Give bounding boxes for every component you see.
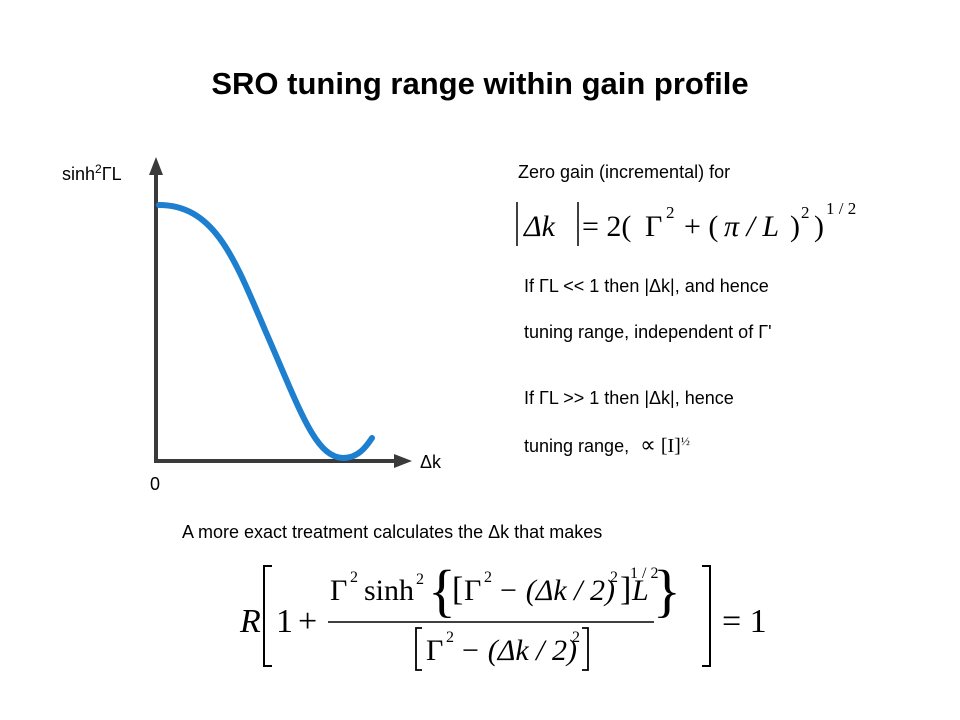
gain-profile-graph <box>149 157 412 468</box>
right-big-bracket <box>702 565 711 667</box>
eq1-gamma-sq: 2 <box>666 203 675 222</box>
num-half-exp: 1 / 2 <box>630 565 658 582</box>
num-sinh-sq: 2 <box>416 571 424 588</box>
note2-line2-text: tuning range, <box>524 436 630 456</box>
eq1-equals: = 2( <box>582 210 631 243</box>
left-curly-brace: { <box>428 558 456 623</box>
eq1-close-sq: 2 <box>801 203 810 222</box>
exact-equation: R 1 + Γ 2 sinh 2 { [ Γ 2 − (Δk / 2) 2 ] … <box>236 558 796 678</box>
num-inner-bracket-right: ] <box>620 571 631 608</box>
num-L: L <box>631 574 649 607</box>
zero-gain-equation: Δk = 2( Γ 2 + ( π / L ) 2 ) 1 / 2 <box>512 196 872 254</box>
eq1-close2: ) <box>814 210 824 243</box>
note1-line2: tuning range, independent of Γ' <box>524 322 772 342</box>
eq1-plus: + ( <box>684 210 718 243</box>
denom-bracket-right <box>582 627 589 671</box>
y-axis-label: sinh2ΓL <box>62 162 122 184</box>
eq1-lhs: Δk <box>523 210 556 243</box>
den-gamma-sq: 2 <box>446 629 454 646</box>
num-sinh: sinh <box>364 574 414 607</box>
exact-treatment-text: A more exact treatment calculates the Δk… <box>182 522 603 542</box>
eq2-equals-one: = 1 <box>722 603 767 640</box>
page-title: SRO tuning range within gain profile <box>211 66 749 101</box>
eq2-one: 1 <box>276 603 293 640</box>
intensity-symbol: [I] <box>660 435 681 457</box>
origin-label: 0 <box>150 474 161 494</box>
num-inner-gamma: Γ <box>464 574 481 607</box>
eq1-pi-over-L: π / L <box>724 210 779 243</box>
proportional-symbol: ∝ <box>640 432 656 457</box>
num-inner-gamma-sq: 2 <box>484 569 492 586</box>
note2-line1: If ΓL >> 1 then |Δk|, hence <box>524 388 734 408</box>
zero-gain-equation-svg: Δk = 2( Γ 2 + ( π / L ) 2 ) 1 / 2 <box>516 199 856 246</box>
exact-equation-svg: R 1 + Γ 2 sinh 2 { [ Γ 2 − (Δk / 2) 2 ] … <box>239 558 767 671</box>
den-minus-dk: − (Δk / 2) <box>460 634 577 667</box>
num-inner-bracket-left: [ <box>452 571 463 608</box>
left-big-bracket <box>263 565 272 667</box>
num-minus-dk-sq: 2 <box>610 569 618 586</box>
y-axis-arrowhead <box>149 157 163 175</box>
zero-gain-text: Zero gain (incremental) for <box>518 162 731 182</box>
gain-curve <box>156 202 375 462</box>
eq1-gamma: Γ <box>645 210 662 243</box>
note1-line1: If ΓL << 1 then |Δk|, and hence <box>524 276 769 296</box>
half-exponent: ½ <box>680 434 690 448</box>
eq1-exponent: 1 / 2 <box>826 199 856 218</box>
eq2-R: R <box>239 603 261 640</box>
num-minus-dk: − (Δk / 2) <box>498 574 615 607</box>
eq1-close: ) <box>790 210 800 243</box>
den-gamma: Γ <box>426 634 443 667</box>
num-gamma-sq: 2 <box>350 569 358 586</box>
x-axis-label: Δk <box>420 452 442 472</box>
x-axis-arrowhead <box>394 454 412 468</box>
note2-line2: tuning range, ∝ [I]½ <box>524 432 690 458</box>
den-minus-dk-sq: 2 <box>572 629 580 646</box>
denom-bracket-left <box>415 627 422 671</box>
right-curly-brace: } <box>653 558 681 623</box>
eq2-plus: + <box>298 603 317 640</box>
num-gamma: Γ <box>330 574 347 607</box>
